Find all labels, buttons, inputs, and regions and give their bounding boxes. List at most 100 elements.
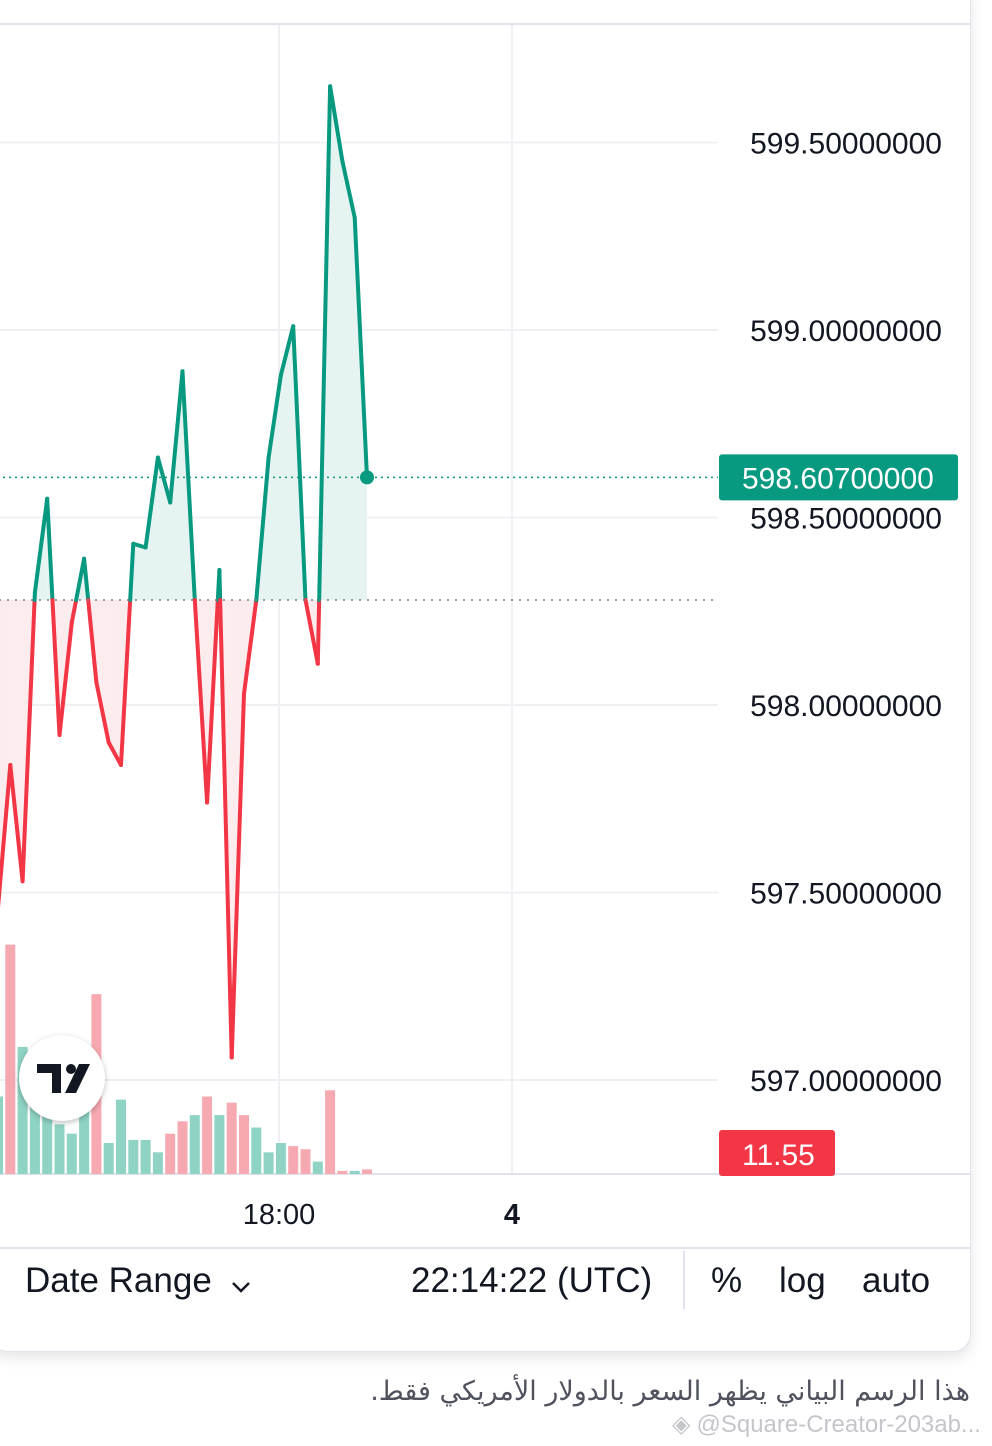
volume-bar xyxy=(349,1170,360,1174)
line-segment-up xyxy=(143,455,160,550)
line-segment-down xyxy=(205,598,220,805)
line-segment-down xyxy=(69,598,79,625)
line-segment-down xyxy=(119,598,133,767)
price-tick-label: 599.00000000 xyxy=(750,315,942,348)
line-segment-down xyxy=(303,598,320,666)
line-segment-up xyxy=(128,541,136,602)
watermark: ◈ @Square-Creator-203ab... xyxy=(672,1410,992,1439)
diamond-icon: ◈ xyxy=(672,1411,691,1438)
area-above-baseline xyxy=(268,375,281,600)
volume-bar xyxy=(42,1096,53,1174)
line-segment-up xyxy=(82,556,91,602)
volume-bar xyxy=(17,1046,28,1174)
line-segment-down xyxy=(0,763,13,908)
volume-bar xyxy=(362,1169,372,1174)
volume-bar xyxy=(128,1139,139,1174)
volume-bar xyxy=(300,1149,311,1174)
line-segment-up xyxy=(266,373,283,460)
volume-bar xyxy=(177,1121,188,1174)
price-tick-label: 598.00000000 xyxy=(750,690,942,723)
volume-bar xyxy=(189,1115,200,1174)
line-segment-down xyxy=(106,740,123,767)
line-segment-up xyxy=(352,215,369,480)
price-series xyxy=(0,84,374,1060)
price-tick-label: 597.00000000 xyxy=(750,1065,942,1098)
reference-lines xyxy=(0,476,718,601)
area-below-baseline xyxy=(0,600,11,885)
line-segment-up xyxy=(32,496,50,595)
line-segment-down xyxy=(229,691,246,1060)
volume-bar xyxy=(337,1170,348,1174)
volume-bar xyxy=(226,1102,237,1174)
utc-clock: 22:14:22 (UTC) xyxy=(411,1261,653,1300)
price-tick-label: 599.50000000 xyxy=(750,128,942,161)
volume-bar xyxy=(152,1152,163,1174)
current-price-tag xyxy=(719,454,958,501)
volume-bar xyxy=(54,1124,65,1174)
price-tick-label: 597.50000000 xyxy=(750,878,942,911)
area-above-baseline xyxy=(342,161,355,600)
current-price-label: 598.60700000 xyxy=(742,462,934,495)
line-segment-up xyxy=(131,541,148,550)
line-segment-up xyxy=(254,455,271,602)
line-segment-down xyxy=(242,598,259,696)
last-price-point xyxy=(360,470,374,485)
date-range-label: Date Range xyxy=(25,1261,212,1300)
volume-bar xyxy=(239,1115,249,1174)
line-segment-up xyxy=(168,369,185,505)
volume-bar xyxy=(165,1133,176,1174)
time-tick-label: 4 xyxy=(504,1199,520,1231)
line-segment-down xyxy=(94,680,111,745)
volume-bar xyxy=(5,944,16,1174)
line-segment-down xyxy=(20,598,37,884)
line-segment-down xyxy=(57,620,74,737)
line-segment-down xyxy=(218,598,234,1060)
area-below-baseline xyxy=(108,600,121,765)
tradingview-logo[interactable] xyxy=(19,1035,105,1121)
line-segment-up xyxy=(180,369,197,602)
log-scale-button[interactable]: log xyxy=(779,1261,826,1300)
area-above-baseline xyxy=(280,326,294,600)
date-range-dropdown[interactable]: Date Range xyxy=(25,1259,252,1305)
line-segment-up xyxy=(45,496,55,602)
volume-bar xyxy=(275,1143,286,1174)
percent-scale-button[interactable]: % xyxy=(711,1261,743,1300)
volume-bar xyxy=(140,1139,151,1174)
price-axis: 599.50000000 599.00000000 598.50000000 598.… xyxy=(719,128,958,1176)
chart-caption: هذا الرسم البياني يظهر السعر بالدولار ال… xyxy=(370,1376,970,1407)
volume-bar xyxy=(103,1143,114,1174)
area-above-baseline xyxy=(170,371,183,600)
volume-bar xyxy=(66,1133,77,1174)
volume-bar xyxy=(79,1065,90,1174)
line-segment-up xyxy=(217,568,223,602)
volume-bar xyxy=(312,1161,323,1174)
auto-scale-button[interactable]: auto xyxy=(862,1261,931,1300)
line-segment-up xyxy=(291,324,308,602)
volume-bar xyxy=(288,1146,299,1174)
price-tick-label: 598.50000000 xyxy=(750,503,942,536)
area-above-baseline xyxy=(133,543,146,600)
line-segment-up xyxy=(328,84,345,164)
line-segment-down xyxy=(50,598,62,737)
line-segment-up xyxy=(155,455,173,505)
volume-tag xyxy=(719,1130,835,1176)
line-segment-up xyxy=(340,159,357,220)
volume-label: 11.55 xyxy=(742,1139,815,1172)
volume-bar xyxy=(251,1127,262,1174)
watermark-text: @Square-Creator-203ab... xyxy=(696,1411,981,1438)
toolbar-divider xyxy=(683,1251,685,1309)
chart-toolbar: Date Range 22:14:22 (UTC) % log auto xyxy=(0,1251,961,1331)
time-axis: 18:00 4 xyxy=(243,1199,520,1231)
chevron-down-icon xyxy=(230,1261,252,1305)
volume-bar xyxy=(325,1090,336,1174)
line-segment-down xyxy=(315,598,322,666)
line-segment-up xyxy=(278,324,296,377)
line-segment-down xyxy=(86,598,99,685)
price-chart[interactable]: 599.50000000 599.00000000 598.50000000 598.… xyxy=(0,0,970,1351)
area-below-baseline xyxy=(96,600,109,743)
volume-bar xyxy=(263,1152,274,1174)
line-segment-down xyxy=(192,598,210,805)
volume-bar xyxy=(0,1096,3,1174)
volume-bar xyxy=(202,1096,213,1174)
area-above-baseline xyxy=(330,86,343,600)
